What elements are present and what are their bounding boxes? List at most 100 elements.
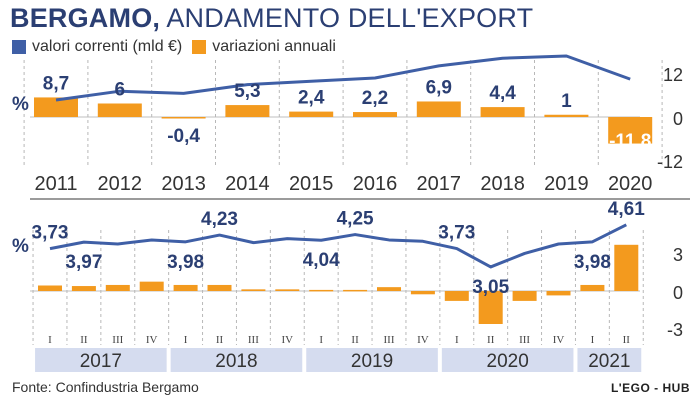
legend: valori correnti (mld €) variazioni annua… — [12, 38, 346, 56]
line-quarter-values — [49, 223, 627, 269]
x-tick-year-2020: 2020 — [608, 173, 653, 195]
point-label-quarter: 3,98 — [574, 252, 611, 273]
bottom-right-tick: -3 — [667, 320, 683, 340]
bar-label-annual-2018: 4,4 — [489, 83, 516, 104]
bar-quarter — [207, 284, 232, 291]
bar-quarter — [38, 285, 62, 291]
bottom-axis-percent-symbol: % — [12, 236, 29, 257]
bottom-right-tick: 0 — [673, 283, 683, 303]
x-tick-year-2019: 2019 — [544, 173, 589, 195]
bar-annual-2014 — [225, 105, 270, 117]
source-note: Fonte: Confindustria Bergamo — [12, 379, 199, 395]
bottom-right-tick: 3 — [673, 245, 683, 265]
x-tick-year-2015: 2015 — [289, 173, 334, 195]
year-band-label-2017: 2017 — [80, 351, 122, 372]
x-tick-quarter: II — [216, 334, 224, 346]
x-tick-year-2014: 2014 — [225, 173, 270, 195]
bar-quarter — [377, 287, 401, 291]
bar-quarter — [105, 284, 130, 291]
line-annual-values — [55, 54, 631, 102]
bar-quarter — [478, 291, 503, 324]
x-tick-quarter: I — [319, 334, 323, 346]
x-tick-quarter: I — [184, 334, 188, 346]
year-band-2017 — [35, 348, 167, 372]
bar-quarter — [309, 289, 334, 292]
x-tick-quarter: IV — [281, 334, 293, 346]
x-tick-quarter: IV — [146, 334, 158, 346]
bar-annual-2020 — [608, 117, 653, 144]
bar-quarter — [512, 291, 537, 301]
bar-annual-2017 — [416, 101, 461, 117]
chart-title: BERGAMO, ANDAMENTO DELL'EXPORT — [10, 3, 533, 34]
bar-label-annual-2011: 8,7 — [43, 73, 69, 94]
bar-annual-2019 — [544, 114, 589, 117]
x-tick-quarter: II — [351, 334, 359, 346]
bar-annual-2018 — [480, 107, 525, 117]
bar-quarter — [275, 289, 300, 291]
point-label-quarter: 3,05 — [472, 277, 509, 298]
x-tick-quarter: IV — [417, 334, 429, 346]
legend-label-line: valori correnti (mld €) — [32, 38, 183, 55]
legend-item-bar: variazioni annuali — [192, 38, 336, 56]
legend-label-bar: variazioni annuali — [212, 38, 336, 55]
x-tick-quarter: II — [487, 334, 495, 346]
x-tick-year-2011: 2011 — [34, 173, 77, 195]
x-tick-quarter: I — [455, 334, 459, 346]
bar-quarter — [410, 291, 435, 295]
x-tick-quarter: II — [80, 334, 88, 346]
bar-label-annual-2012: 6 — [115, 80, 126, 101]
x-tick-quarter: I — [48, 334, 52, 346]
point-label-quarter: 3,73 — [438, 223, 475, 244]
bar-quarter — [343, 289, 368, 292]
x-tick-year-2017: 2017 — [417, 173, 462, 195]
bar-quarter — [139, 281, 164, 291]
bar-quarter — [444, 291, 469, 301]
x-tick-year-2016: 2016 — [353, 173, 398, 195]
bar-annual-2015 — [289, 111, 334, 117]
point-label-quarter: 3,97 — [65, 252, 102, 273]
point-label-quarter: 3,73 — [32, 223, 69, 244]
point-label-quarter: 4,04 — [303, 250, 340, 271]
bar-quarter — [241, 289, 266, 291]
legend-item-line: valori correnti (mld €) — [12, 38, 182, 56]
year-band-label-2018: 2018 — [215, 351, 257, 372]
year-band-label-2021: 2021 — [588, 351, 630, 372]
bar-quarter — [71, 286, 96, 291]
x-tick-quarter: II — [623, 334, 631, 346]
point-label-quarter: 4,23 — [201, 209, 238, 230]
point-label-quarter: 3,98 — [167, 252, 204, 273]
x-tick-quarter: III — [248, 334, 259, 346]
year-band-2018 — [170, 348, 303, 372]
top-right-tick: 0 — [673, 109, 683, 129]
bar-label-annual-2015: 2,4 — [298, 88, 325, 109]
year-band-2019 — [306, 348, 438, 372]
bar-quarter — [580, 284, 605, 291]
x-tick-quarter: III — [112, 334, 123, 346]
legend-swatch-bar — [192, 40, 207, 54]
credit-logo: L'EGO - HUB — [610, 381, 690, 395]
x-tick-quarter: IV — [553, 334, 565, 346]
bar-annual-2011 — [34, 97, 78, 117]
top-right-tick: -12 — [657, 152, 683, 172]
year-band-2021 — [577, 348, 642, 372]
year-band-2020 — [441, 348, 574, 372]
bar-quarter — [173, 284, 198, 291]
bar-quarter — [614, 244, 639, 291]
title-rest: ANDAMENTO DELL'EXPORT — [166, 3, 534, 33]
title-bold: BERGAMO, — [10, 3, 161, 33]
year-band-label-2019: 2019 — [351, 351, 393, 372]
bar-annual-2012 — [97, 103, 142, 117]
top-right-tick: 12 — [663, 65, 683, 85]
bar-label-annual-2020: -11,8 — [609, 131, 651, 152]
year-band-label-2020: 2020 — [487, 351, 529, 372]
bar-label-annual-2013: -0,4 — [167, 126, 200, 147]
x-tick-quarter: I — [591, 334, 595, 346]
point-label-quarter: 4,25 — [337, 209, 374, 230]
bar-label-annual-2017: 6,9 — [426, 77, 452, 98]
bar-label-annual-2014: 5,3 — [234, 81, 260, 102]
bar-quarter — [546, 291, 571, 296]
bar-label-annual-2019: 1 — [561, 91, 572, 112]
point-label-quarter: 4,61 — [608, 199, 645, 220]
